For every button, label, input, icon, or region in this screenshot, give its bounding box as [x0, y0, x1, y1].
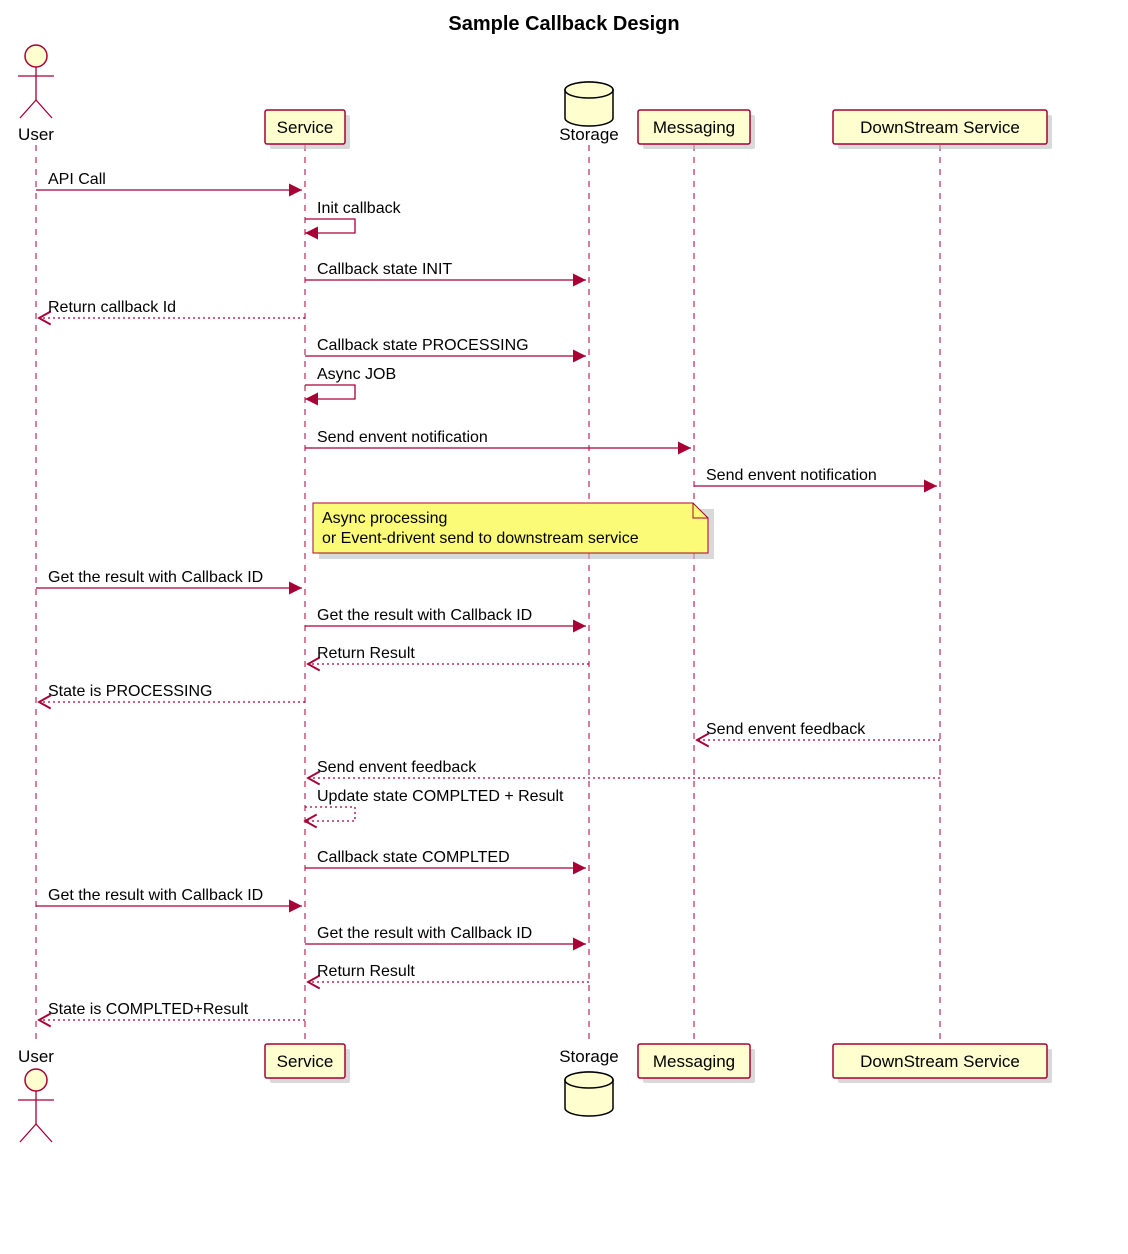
- message-4: Callback state PROCESSING: [305, 337, 586, 356]
- svg-text:Async JOB: Async JOB: [317, 366, 396, 383]
- message-3: Return callback Id: [39, 299, 305, 318]
- svg-text:Get the result with Callback I: Get the result with Callback ID: [48, 887, 263, 904]
- message-0: API Call: [36, 171, 302, 190]
- participant-user-bottom: User: [18, 1047, 54, 1142]
- participant-downstream-bottom: DownStream Service: [833, 1044, 1052, 1083]
- svg-text:User: User: [18, 1047, 54, 1066]
- svg-text:Send envent notification: Send envent notification: [706, 467, 877, 484]
- svg-text:or Event-drivent send to downs: or Event-drivent send to downstream serv…: [322, 530, 639, 547]
- svg-text:State is COMPLTED+Result: State is COMPLTED+Result: [48, 1001, 249, 1018]
- participant-downstream-top: DownStream Service: [833, 110, 1052, 149]
- message-18: Return Result: [308, 963, 589, 982]
- message-11: State is PROCESSING: [39, 683, 305, 702]
- svg-text:DownStream Service: DownStream Service: [860, 118, 1020, 137]
- message-2: Callback state INIT: [305, 261, 586, 280]
- participant-service-top: Service: [265, 110, 350, 149]
- svg-text:Get the result with Callback I: Get the result with Callback ID: [317, 607, 532, 624]
- svg-text:Send envent feedback: Send envent feedback: [317, 759, 477, 776]
- svg-text:Messaging: Messaging: [653, 1052, 735, 1071]
- message-14: Update state COMPLTED + Result: [305, 788, 564, 821]
- participant-storage-top: Storage: [559, 82, 619, 144]
- diagram-note: Async processing or Event-drivent send t…: [313, 503, 714, 559]
- message-19: State is COMPLTED+Result: [39, 1001, 305, 1020]
- message-10: Return Result: [308, 645, 589, 664]
- diagram-title: Sample Callback Design: [448, 13, 679, 35]
- svg-text:Callback state COMPLTED: Callback state COMPLTED: [317, 849, 510, 866]
- participant-storage-bottom: Storage: [559, 1047, 619, 1116]
- participant-service-bottom: Service: [265, 1044, 350, 1083]
- participant-messaging-bottom: Messaging: [638, 1044, 755, 1083]
- participant-messaging-top: Messaging: [638, 110, 755, 149]
- message-9: Get the result with Callback ID: [305, 607, 586, 626]
- message-16: Get the result with Callback ID: [36, 887, 302, 906]
- svg-text:State is PROCESSING: State is PROCESSING: [48, 683, 213, 700]
- svg-text:Init callback: Init callback: [317, 200, 402, 217]
- message-8: Get the result with Callback ID: [36, 569, 302, 588]
- svg-text:Update state COMPLTED + Result: Update state COMPLTED + Result: [317, 788, 564, 805]
- svg-text:Async processing: Async processing: [322, 510, 447, 527]
- messages: API Call Init callback Callback state INIT…: [36, 171, 940, 1020]
- svg-text:Send envent feedback: Send envent feedback: [706, 721, 866, 738]
- svg-text:API Call: API Call: [48, 171, 106, 188]
- svg-text:Get the result with Callback I: Get the result with Callback ID: [317, 925, 532, 942]
- message-12: Send envent feedback: [697, 721, 940, 740]
- message-1: Init callback: [305, 200, 402, 233]
- svg-text:Callback state INIT: Callback state INIT: [317, 261, 452, 278]
- message-7: Send envent notification: [694, 467, 937, 486]
- svg-text:Storage: Storage: [559, 1047, 619, 1066]
- participant-user-top: User: [18, 45, 54, 144]
- svg-text:Service: Service: [277, 118, 334, 137]
- svg-text:Send envent notification: Send envent notification: [317, 429, 488, 446]
- svg-text:Return Result: Return Result: [317, 963, 415, 980]
- svg-text:Callback state PROCESSING: Callback state PROCESSING: [317, 337, 529, 354]
- message-15: Callback state COMPLTED: [305, 849, 586, 868]
- svg-text:Get the result with Callback I: Get the result with Callback ID: [48, 569, 263, 586]
- sequence-diagram: Sample Callback Design User Service Stor…: [0, 0, 1128, 1254]
- svg-text:DownStream Service: DownStream Service: [860, 1052, 1020, 1071]
- message-17: Get the result with Callback ID: [305, 925, 586, 944]
- svg-text:Return callback Id: Return callback Id: [48, 299, 176, 316]
- message-6: Send envent notification: [305, 429, 691, 448]
- message-5: Async JOB: [305, 366, 396, 399]
- svg-text:Return Result: Return Result: [317, 645, 415, 662]
- svg-text:Service: Service: [277, 1052, 334, 1071]
- svg-text:Messaging: Messaging: [653, 118, 735, 137]
- svg-text:Storage: Storage: [559, 125, 619, 144]
- svg-text:User: User: [18, 125, 54, 144]
- message-13: Send envent feedback: [308, 759, 940, 778]
